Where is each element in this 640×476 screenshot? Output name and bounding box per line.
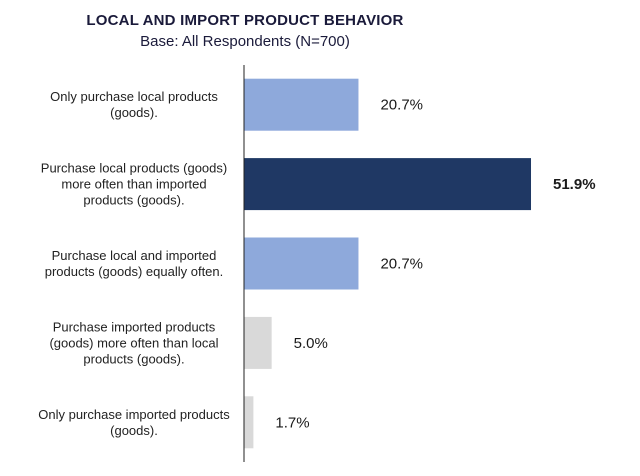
chart-title: LOCAL AND IMPORT PRODUCT BEHAVIOR [86,12,404,29]
value-label-1: 20.7% [380,97,423,114]
bar-2 [244,158,532,211]
bar-1 [244,78,359,131]
value-labels: 20.7% 51.9% 20.7% 5.0% 1.7% [275,97,595,432]
value-label-5: 1.7% [275,414,309,431]
category-labels: Only purchase local products (goods). Purc… [38,89,230,438]
category-label-1: Only purchase local products (goods). [50,89,218,120]
chart-subtitle: Base: All Respondents (N=700) [140,33,350,50]
bar-5 [244,396,254,449]
bar-4 [244,316,272,369]
category-label-5: Only purchase imported products (goods). [38,407,230,438]
bars-layer [244,78,532,449]
category-label-3: Purchase local and imported products (goo… [45,248,224,279]
bar-3 [244,237,359,290]
value-label-3: 20.7% [380,256,423,273]
category-label-4: Purchase imported products (goods) more o… [49,319,218,366]
value-label-2: 51.9% [553,176,596,193]
value-label-4: 5.0% [294,335,328,352]
category-label-2: Purchase local products (goods) more ofte… [41,161,227,208]
